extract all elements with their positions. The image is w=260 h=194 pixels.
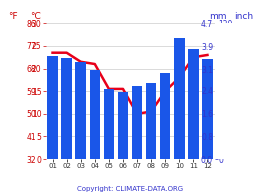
Text: mm: mm xyxy=(209,12,227,21)
Bar xyxy=(132,86,142,159)
Bar xyxy=(188,49,199,159)
Bar xyxy=(61,58,72,159)
Text: Copyright: CLIMATE-DATA.ORG: Copyright: CLIMATE-DATA.ORG xyxy=(77,186,183,192)
Bar xyxy=(174,38,185,159)
Bar xyxy=(202,60,213,159)
Bar xyxy=(75,62,86,159)
Bar xyxy=(89,70,100,159)
Bar xyxy=(160,73,171,159)
Bar xyxy=(47,56,58,159)
Bar xyxy=(118,92,128,159)
Text: °F: °F xyxy=(8,12,18,21)
Bar xyxy=(103,89,114,159)
Bar xyxy=(146,83,157,159)
Text: °C: °C xyxy=(30,12,41,21)
Text: inch: inch xyxy=(235,12,254,21)
